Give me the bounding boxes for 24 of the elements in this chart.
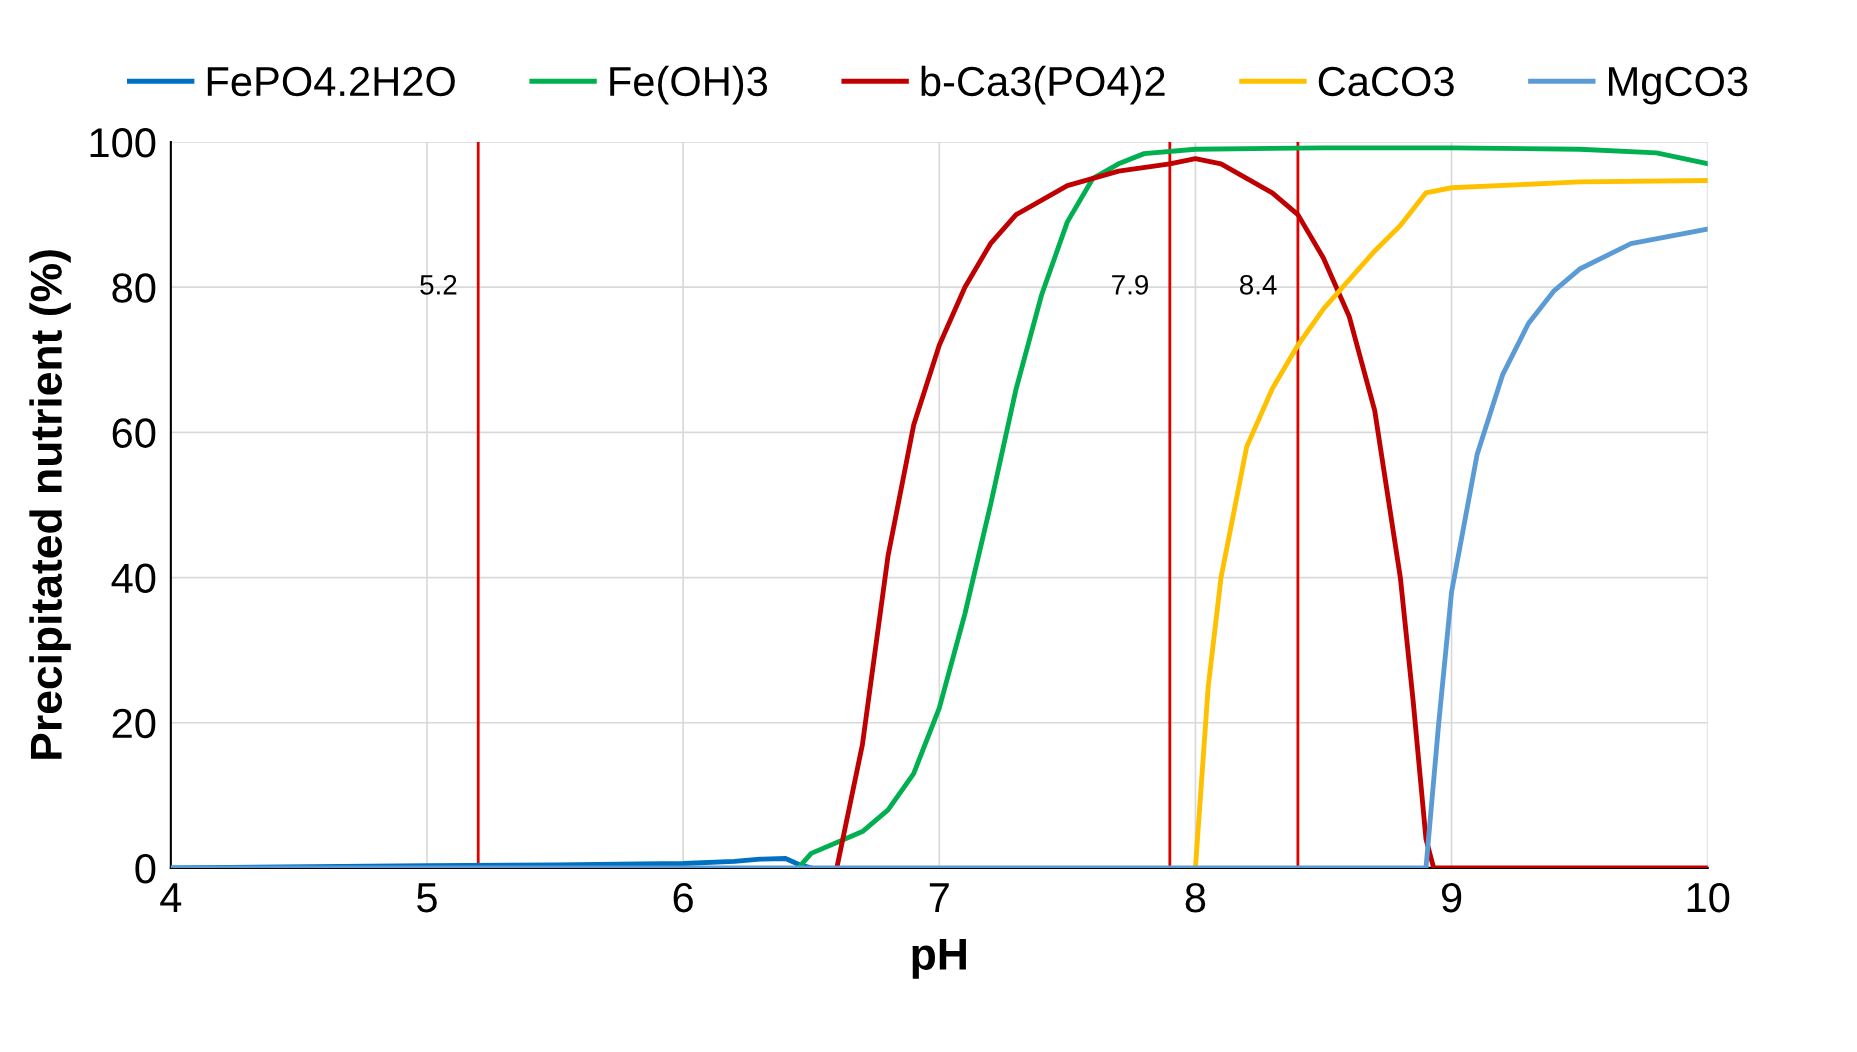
y-tick-label: 100 — [90, 128, 156, 158]
y-tick-label: 20 — [112, 708, 156, 739]
x-axis-title: pH — [912, 938, 966, 979]
legend-label: MgCO3 — [1609, 66, 1748, 105]
y-tick-label: 80 — [112, 273, 156, 303]
legend-label: CaCO3 — [1318, 66, 1454, 97]
legend-label: Fe(OH)3 — [610, 65, 768, 105]
x-tick-label: 8 — [1185, 882, 1206, 913]
ref-line-label: 5.2 — [420, 274, 457, 295]
y-axis-title: Precipitated nutrient (%) — [29, 250, 71, 759]
ref-line-label: 8.4 — [1239, 274, 1277, 295]
x-tick-label: 10 — [1687, 882, 1730, 913]
x-tick-label: 7 — [929, 883, 949, 912]
legend-label: b-Ca3(PO4)2 — [921, 65, 1165, 105]
legend-label: FePO4.2H2O — [207, 66, 455, 97]
y-tick-label: 60 — [112, 418, 156, 448]
y-tick-label: 40 — [111, 563, 156, 594]
x-tick-label: 9 — [1441, 882, 1462, 913]
x-tick-label: 4 — [160, 883, 182, 912]
x-tick-label: 5 — [417, 883, 437, 913]
y-tick-label: 0 — [135, 853, 156, 884]
x-tick-label: 6 — [673, 882, 693, 913]
ref-line-label: 7.9 — [1112, 274, 1149, 295]
line-series — [1193, 178, 1708, 868]
